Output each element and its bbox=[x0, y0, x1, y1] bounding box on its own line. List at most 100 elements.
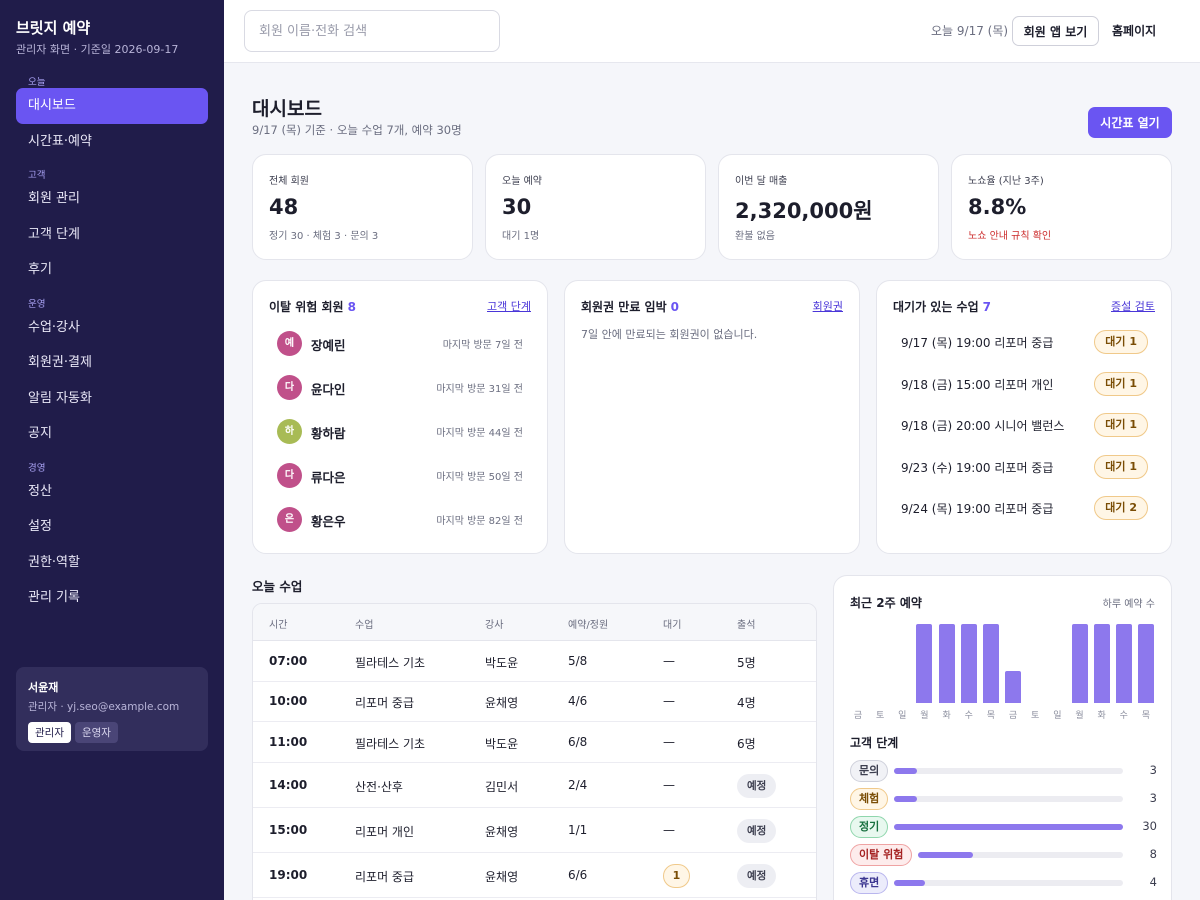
waitlist-row[interactable]: 9/24 (목) 19:00 리포머 중급 대기 2 bbox=[901, 495, 1148, 521]
waitlist-class: 9/17 (목) 19:00 리포머 중급 bbox=[901, 336, 1054, 350]
member-app-button[interactable]: 회원 앱 보기 bbox=[1012, 16, 1099, 46]
wait-badge: 대기 1 bbox=[1094, 454, 1148, 479]
cell-time: 19:00 bbox=[269, 867, 308, 882]
cell-class: 필라테스 기초 bbox=[355, 736, 426, 751]
table-row[interactable]: 15:00 리포머 개인 윤채영 1/1 — 예정 bbox=[253, 808, 816, 853]
cell-wait: — bbox=[663, 734, 675, 749]
cell-booked: 6/6 bbox=[568, 867, 588, 882]
chart-bar bbox=[916, 624, 933, 703]
cell-teacher: 박도윤 bbox=[485, 655, 519, 670]
x-tick-label: 금 bbox=[853, 711, 863, 721]
table-row[interactable]: 10:00 리포머 중급 윤채영 4/6 — 4명 bbox=[253, 682, 816, 722]
churn-member-row[interactable]: 하 황하람 마지막 방문 44일 전 bbox=[277, 417, 523, 445]
stage-count: 3 bbox=[1149, 791, 1157, 805]
sidebar-item[interactable]: 대시보드 bbox=[16, 88, 208, 124]
sidebar-item[interactable]: 후기 bbox=[28, 262, 52, 277]
avatar: 하 bbox=[277, 419, 302, 444]
role-chip[interactable]: 운영자 bbox=[74, 722, 118, 743]
x-tick-label: 월 bbox=[1075, 711, 1084, 721]
wait-badge: 대기 1 bbox=[1094, 330, 1148, 354]
panel-title: 이탈 위험 회원 8 bbox=[269, 298, 356, 315]
stage-row[interactable]: 정기 30 bbox=[850, 816, 1157, 838]
stage-track bbox=[894, 768, 1123, 774]
role-switcher: 관리자 운영자 bbox=[28, 722, 196, 743]
stage-row[interactable]: 이탈 위험 8 bbox=[850, 844, 1157, 866]
table-row[interactable]: 11:00 필라테스 기초 박도윤 6/8 — 6명 bbox=[253, 722, 816, 763]
open-timetable-button[interactable]: 시간표 열기 bbox=[1088, 107, 1172, 138]
homepage-link[interactable]: 홈페이지 bbox=[1112, 24, 1157, 38]
waitlist-row[interactable]: 9/18 (금) 15:00 리포머 개인 대기 1 bbox=[901, 371, 1148, 397]
stat-note: 대기 1명 bbox=[502, 231, 540, 242]
table-header: 시간 수업 강사 예약/정원 대기 출석 bbox=[253, 604, 816, 641]
empty-state: 7일 안에 만료되는 회원권이 없습니다. bbox=[581, 328, 758, 341]
stage-badge: 문의 bbox=[850, 760, 889, 782]
sidebar-item[interactable]: 권한·역할 bbox=[28, 554, 80, 570]
stage-row[interactable]: 휴면 4 bbox=[850, 872, 1157, 894]
expiry-panel: 회원권 만료 임박 0 회원권 7일 안에 만료되는 회원권이 없습니다. bbox=[564, 280, 860, 554]
topbar: 오늘 9/17 (목) 회원 앱 보기 홈페이지 bbox=[224, 0, 1200, 63]
column-header: 수업 bbox=[355, 620, 374, 631]
sidebar-item[interactable]: 알림 자동화 bbox=[28, 390, 92, 406]
table-row[interactable]: 07:00 필라테스 기초 박도윤 5/8 — 5명 bbox=[253, 641, 816, 682]
cell-booked: 5/8 bbox=[568, 653, 588, 668]
stage-fill bbox=[894, 824, 1123, 830]
chart-bar bbox=[938, 624, 955, 703]
table-row[interactable]: 19:00 리포머 중급 윤채영 6/6 1 예정 bbox=[253, 853, 816, 898]
nav-group-label: 고객 bbox=[28, 170, 46, 181]
waitlist-row[interactable]: 9/17 (목) 19:00 리포머 중급 대기 1 bbox=[901, 329, 1148, 355]
stage-fill bbox=[894, 768, 917, 774]
stat-card: 노쇼율 (지난 3주) 8.8% 노쇼 안내 규칙 확인 bbox=[951, 154, 1172, 260]
waitlist-row[interactable]: 9/18 (금) 20:00 시니어 밸런스 대기 1 bbox=[901, 412, 1148, 438]
column-header: 강사 bbox=[485, 620, 504, 631]
column-header: 출석 bbox=[737, 620, 756, 631]
churn-member-row[interactable]: 예 장예린 마지막 방문 7일 전 bbox=[277, 329, 523, 357]
x-tick-label: 화 bbox=[942, 711, 951, 721]
expansion-review-link[interactable]: 증설 검토 bbox=[1111, 300, 1155, 313]
last-visit: 마지막 방문 31일 전 bbox=[436, 384, 523, 395]
waitlist-row[interactable]: 9/23 (수) 19:00 리포머 중급 대기 1 bbox=[901, 454, 1148, 480]
cell-teacher: 윤채영 bbox=[485, 824, 519, 839]
cell-class: 산전·산후 bbox=[355, 779, 403, 794]
stage-row[interactable]: 체험 3 bbox=[850, 788, 1157, 810]
sidebar-item[interactable]: 고객 단계 bbox=[28, 226, 80, 242]
sidebar-item[interactable]: 설정 bbox=[28, 519, 52, 534]
cell-attend: 6명 bbox=[737, 736, 756, 751]
churn-member-row[interactable]: 은 황은우 마지막 방문 82일 전 bbox=[277, 505, 523, 533]
stat-card: 이번 달 매출 2,320,000원 환불 없음 bbox=[718, 154, 939, 260]
sidebar-item[interactable]: 공지 bbox=[28, 426, 52, 441]
role-chip[interactable]: 관리자 bbox=[28, 722, 71, 743]
sidebar-item[interactable]: 회원권·결제 bbox=[28, 355, 92, 370]
table-row[interactable]: 14:00 산전·산후 김민서 2/4 — 예정 bbox=[253, 763, 816, 808]
search-input[interactable] bbox=[244, 10, 500, 52]
stage-row[interactable]: 문의 3 bbox=[850, 760, 1157, 782]
cell-booked: 1/1 bbox=[568, 822, 588, 837]
sidebar-item[interactable]: 정산 bbox=[28, 483, 52, 499]
cell-teacher: 김민서 bbox=[485, 779, 519, 794]
sidebar-item[interactable]: 수업·강사 bbox=[28, 319, 80, 335]
chart-bar bbox=[1071, 624, 1088, 703]
sidebar-item[interactable]: 관리 기록 bbox=[28, 590, 80, 605]
customer-stage-link[interactable]: 고객 단계 bbox=[487, 300, 531, 313]
stat-note[interactable]: 노쇼 안내 규칙 확인 bbox=[968, 231, 1052, 242]
nav-group-label: 오늘 bbox=[28, 77, 46, 88]
x-tick-label: 목 bbox=[986, 711, 996, 721]
x-tick-label: 화 bbox=[1097, 711, 1106, 721]
chart-bar bbox=[1093, 624, 1110, 703]
churn-member-row[interactable]: 다 류다은 마지막 방문 50일 전 bbox=[277, 461, 523, 489]
cell-wait: — bbox=[663, 777, 675, 792]
stage-badge: 정기 bbox=[850, 816, 889, 838]
cell-wait: — bbox=[663, 694, 675, 708]
today-date: 오늘 9/17 (목) bbox=[931, 24, 1009, 38]
churn-member-row[interactable]: 다 윤다인 마지막 방문 31일 전 bbox=[277, 373, 523, 401]
sidebar-item[interactable]: 회원 관리 bbox=[28, 191, 80, 206]
stage-badge: 체험 bbox=[850, 788, 889, 810]
wait-badge: 대기 2 bbox=[1094, 496, 1148, 520]
cell-time: 15:00 bbox=[269, 822, 308, 837]
sidebar-item[interactable]: 시간표·예약 bbox=[28, 133, 92, 149]
avatar: 예 bbox=[277, 331, 302, 356]
membership-link[interactable]: 회원권 bbox=[812, 300, 843, 313]
avatar: 은 bbox=[277, 507, 302, 532]
cell-class: 리포머 중급 bbox=[355, 869, 415, 884]
waitlist-panel: 대기가 있는 수업 7 증설 검토 9/17 (목) 19:00 리포머 중급 대기… bbox=[876, 280, 1172, 554]
